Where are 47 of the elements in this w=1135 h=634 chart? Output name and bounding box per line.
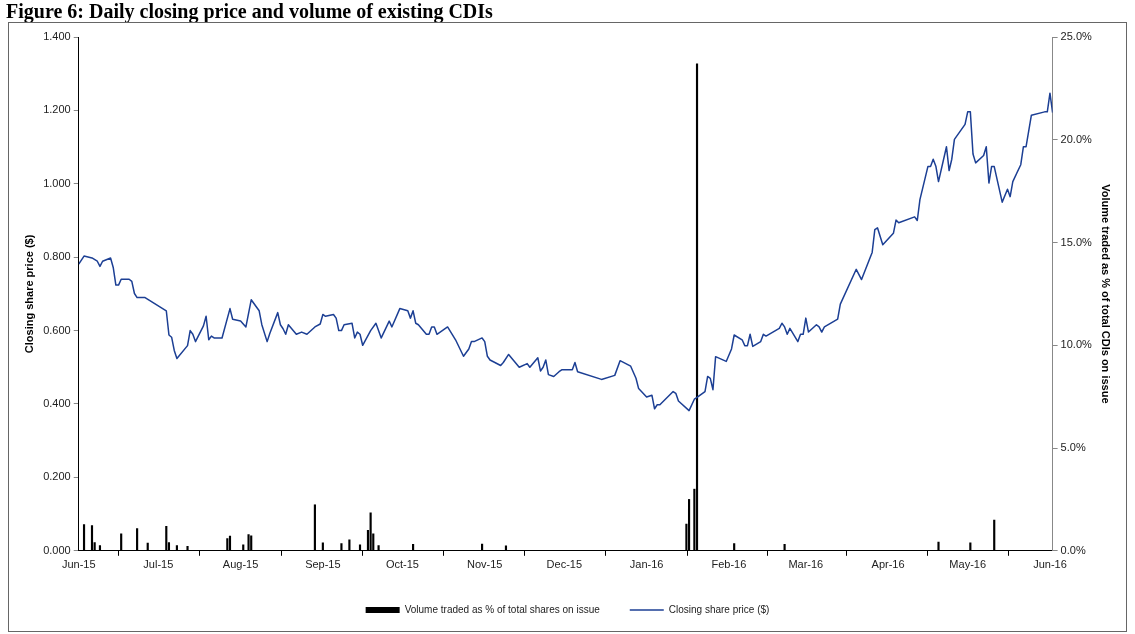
x-tick-label: Nov-15 [467,558,503,571]
x-tick-label: Oct-15 [385,558,419,571]
x-tick-label: Jun-15 [61,558,96,571]
y-tick-label: 0.000 [43,543,71,556]
bar [90,525,94,551]
y2-tick-label: 5.0% [1060,441,1086,454]
bar [120,533,123,551]
y2-tick-label: 25.0% [1060,30,1093,43]
bar [186,545,189,551]
bar [250,535,253,551]
x-tick-label: Aug-15 [222,558,259,571]
y-tick-label: 1.000 [43,176,71,189]
bar [136,528,139,551]
chart-title: Figure 6: Daily closing price and volume of existing CDIs [5,0,494,22]
bar [687,499,691,551]
bar [993,519,996,551]
x-tick-label: Jul-15 [143,558,174,571]
bar [247,534,250,551]
y-tick-label: 0.400 [43,397,71,410]
bar [165,526,168,551]
x-tick-label: Jan-16 [629,558,664,571]
bar [369,512,372,551]
legend-label: Volume traded as % of total shares on issue [404,603,601,615]
y-tick-label: 0.600 [43,323,71,336]
y-axis-title: Closing share price ($) [22,234,35,354]
x-tick-label: May-16 [949,558,987,571]
bar [313,504,316,551]
x-tick-label: Apr-16 [871,558,905,571]
y2-tick-label: 10.0% [1060,338,1093,351]
bar [340,543,343,551]
y2-tick-label: 0.0% [1060,543,1086,556]
y2-axis-title: Volume traded as % of total CDIs on issue [1100,184,1113,404]
y-tick-label: 1.400 [43,30,71,43]
x-tick-label: Mar-16 [788,558,824,571]
x-tick-label: Jun-16 [1033,558,1067,571]
y-tick-label: 1.200 [43,103,71,116]
bar [937,541,940,551]
x-tick-label: Dec-15 [546,558,583,571]
bar [82,524,86,551]
y-tick-label: 0.800 [43,250,71,263]
y-tick-label: 0.200 [43,470,71,483]
y2-tick-label: 15.0% [1060,235,1093,248]
x-tick-label: Feb-16 [711,558,747,571]
y2-tick-label: 20.0% [1060,132,1093,145]
legend-label: Closing share price ($) [668,603,770,615]
x-tick-label: Sep-15 [305,558,341,571]
bar [695,63,699,551]
